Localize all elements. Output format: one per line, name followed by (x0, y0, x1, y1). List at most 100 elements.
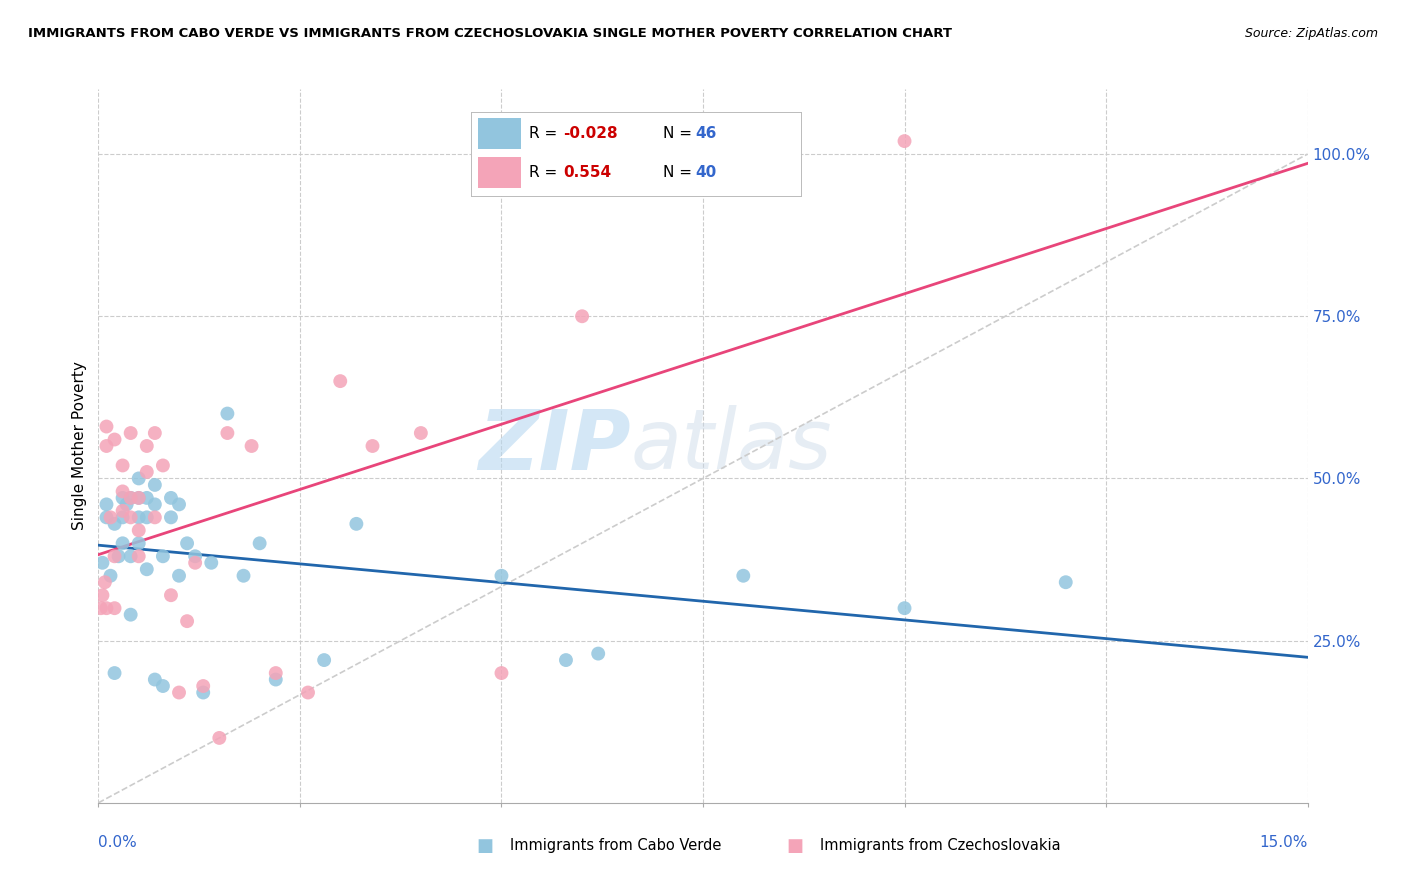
Point (143, 425, 166, 440)
Point (143, 510, 166, 524)
Point (361, 439, 384, 453)
Point (103, 433, 125, 447)
Point (120, 491, 142, 505)
Point (103, 666, 125, 681)
Text: atlas: atlas (630, 406, 832, 486)
Point (91, 588, 114, 602)
Point (94, 575, 117, 590)
Point (111, 458, 134, 473)
Point (217, 425, 239, 440)
Point (249, 536, 271, 550)
Point (176, 536, 198, 550)
Point (111, 484, 134, 499)
Point (135, 465, 157, 479)
Point (193, 685, 215, 699)
Point (135, 562, 157, 576)
Point (160, 491, 183, 505)
Point (893, 134, 915, 148)
Point (111, 536, 134, 550)
Point (264, 666, 287, 681)
Point (120, 607, 142, 622)
Point (184, 549, 207, 564)
Point (115, 497, 138, 511)
Point (160, 588, 183, 602)
Point (100, 510, 122, 524)
Point (90, 601, 112, 615)
Point (128, 536, 150, 550)
Point (232, 568, 254, 582)
Point (167, 685, 190, 699)
Text: ■: ■ (786, 837, 803, 855)
Point (96, 510, 118, 524)
Point (128, 491, 150, 505)
Text: R =: R = (529, 165, 567, 180)
Point (120, 549, 142, 564)
Point (264, 673, 287, 687)
Text: N =: N = (662, 126, 696, 141)
Text: 0.554: 0.554 (564, 165, 612, 180)
Point (160, 510, 183, 524)
Point (555, 653, 578, 667)
Point (208, 731, 231, 745)
Point (176, 614, 198, 628)
Point (120, 425, 142, 440)
Point (329, 374, 352, 388)
Point (135, 491, 157, 505)
Point (128, 471, 150, 485)
Text: IMMIGRANTS FROM CABO VERDE VS IMMIGRANTS FROM CZECHOSLOVAKIA SINGLE MOTHER POVER: IMMIGRANTS FROM CABO VERDE VS IMMIGRANTS… (28, 27, 952, 40)
Point (184, 556, 207, 570)
FancyBboxPatch shape (478, 157, 520, 188)
Point (152, 549, 174, 564)
Y-axis label: Single Mother Poverty: Single Mother Poverty (72, 361, 87, 531)
Text: N =: N = (662, 165, 696, 180)
Point (297, 685, 319, 699)
Point (143, 673, 166, 687)
Point (143, 478, 166, 492)
Point (217, 407, 239, 421)
Point (111, 491, 134, 505)
Point (128, 549, 150, 564)
Point (314, 653, 336, 667)
Point (103, 601, 125, 615)
Point (200, 556, 222, 570)
Text: 15.0%: 15.0% (1260, 836, 1308, 850)
Point (893, 601, 915, 615)
Point (96, 497, 118, 511)
Text: 40: 40 (696, 165, 717, 180)
Text: 46: 46 (696, 126, 717, 141)
Point (120, 510, 142, 524)
Point (409, 425, 432, 440)
Point (1054, 575, 1077, 590)
Text: -0.028: -0.028 (564, 126, 619, 141)
Text: 0.0%: 0.0% (98, 836, 138, 850)
Point (733, 568, 755, 582)
Point (344, 516, 367, 531)
Point (91, 556, 114, 570)
Point (111, 510, 134, 524)
Point (128, 510, 150, 524)
Text: ■: ■ (477, 837, 494, 855)
Point (128, 491, 150, 505)
Point (152, 679, 174, 693)
Point (491, 666, 513, 681)
Point (167, 568, 190, 582)
Text: R =: R = (529, 126, 562, 141)
Point (100, 568, 122, 582)
Point (167, 497, 190, 511)
Text: Immigrants from Czechoslovakia: Immigrants from Czechoslovakia (820, 838, 1060, 853)
Point (193, 679, 215, 693)
Text: ZIP: ZIP (478, 406, 630, 486)
Point (586, 647, 609, 661)
Point (128, 524, 150, 538)
Point (96, 419, 118, 434)
Point (491, 568, 513, 582)
Point (103, 549, 125, 564)
Point (152, 458, 174, 473)
Point (111, 504, 134, 518)
Point (107, 549, 129, 564)
Point (135, 510, 157, 524)
Point (240, 439, 263, 453)
FancyBboxPatch shape (478, 119, 520, 149)
Point (103, 516, 125, 531)
Text: Source: ZipAtlas.com: Source: ZipAtlas.com (1244, 27, 1378, 40)
